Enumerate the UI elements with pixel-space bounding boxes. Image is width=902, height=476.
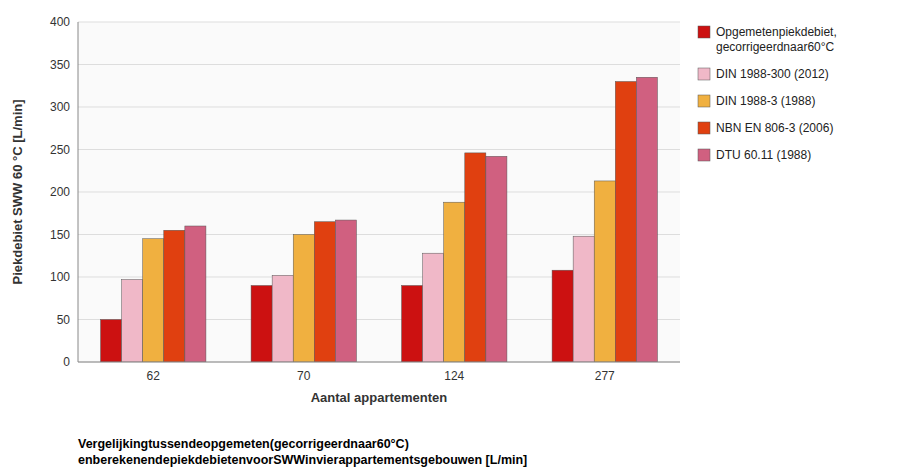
y-tick-label: 0 [63, 355, 70, 369]
x-axis-line [78, 362, 680, 363]
legend-swatch [698, 149, 710, 161]
bar [101, 320, 122, 363]
y-tick-label: 50 [57, 313, 71, 327]
bar [185, 226, 206, 362]
bar [552, 270, 573, 362]
caption: Vergelijkingtussendeopgemeten(gecorrigee… [78, 437, 409, 451]
chart-svg: 0 50 100 150 200 250 300 350 400 62 70 124 277 Aantal… [0, 0, 902, 476]
y-tick-label: 150 [50, 228, 70, 242]
y-tick-label: 250 [50, 143, 70, 157]
grid [78, 22, 680, 362]
y-axis-line [78, 22, 79, 362]
y-tick-label: 200 [50, 185, 70, 199]
legend-label: DIN 1988-3 (1988) [716, 94, 815, 108]
bar [251, 286, 272, 363]
bar [402, 286, 423, 363]
y-tick-label: 100 [50, 270, 70, 284]
bar [444, 202, 465, 362]
legend-label: Opgemetenpiekdebiet,gecorrigeerdnaar60°C [716, 25, 837, 54]
grid-line [78, 107, 680, 108]
bar [143, 239, 164, 362]
caption: enberekenendepiekdebietenvoorSWWinvierap… [78, 453, 527, 467]
bar [272, 275, 293, 362]
x-tick-label: 70 [297, 369, 311, 383]
grid-line [78, 149, 680, 150]
bar [122, 280, 143, 362]
chart-container: 0 50 100 150 200 250 300 350 400 62 70 124 277 Aantal… [0, 0, 902, 476]
y-tick-label: 350 [50, 58, 70, 72]
bar [423, 253, 444, 362]
x-tick-label: 124 [444, 369, 464, 383]
grid-line [78, 22, 680, 23]
legend-swatch [698, 68, 710, 80]
bar [335, 220, 356, 362]
x-axis-label: Aantal appartementen [311, 390, 448, 405]
bar [594, 181, 615, 362]
bar [465, 153, 486, 362]
bar [615, 82, 636, 363]
legend-swatch [698, 122, 710, 134]
bars [101, 77, 658, 362]
legend-swatch [698, 95, 710, 107]
grid-line [78, 64, 680, 65]
bar [314, 222, 335, 362]
y-tick-label: 400 [50, 15, 70, 29]
grid-line [78, 362, 680, 363]
y-axis-label: Piekdebiet SWW 60 °C [L/min] [10, 99, 25, 284]
legend-label: NBN EN 806-3 (2006) [716, 121, 833, 135]
legend: Opgemetenpiekdebiet,gecorrigeerdnaar60°C… [698, 25, 837, 162]
x-tick-label: 277 [595, 369, 615, 383]
x-tick-label: 62 [147, 369, 161, 383]
grid-line [78, 192, 680, 193]
y-tick-label: 300 [50, 100, 70, 114]
bar [573, 236, 594, 362]
plot-background [78, 22, 680, 362]
bar [293, 235, 314, 363]
legend-label: DIN 1988-300 (2012) [716, 67, 829, 81]
bar [486, 156, 507, 362]
legend-label: DTU 60.11 (1988) [716, 148, 811, 162]
bar [164, 230, 185, 362]
legend-swatch [698, 26, 710, 38]
bar [636, 77, 657, 362]
